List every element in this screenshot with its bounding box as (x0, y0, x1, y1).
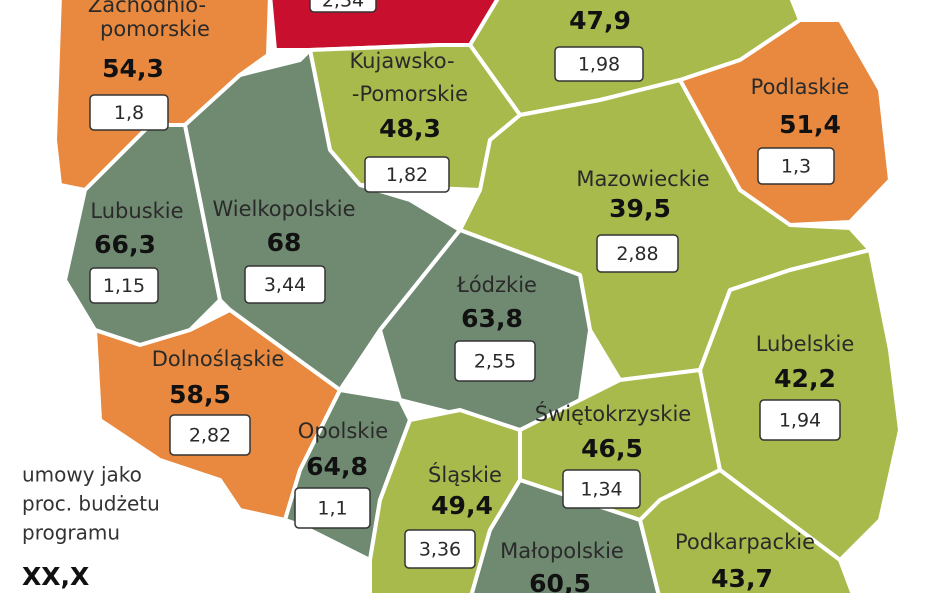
region-value: 42,2 (774, 364, 836, 393)
legend-line: programu (22, 521, 120, 545)
region-name: Lubuskie (90, 199, 183, 223)
region-name: Śląskie (428, 462, 502, 487)
box-value: 1,8 (114, 102, 144, 124)
box-value: 3,36 (419, 539, 461, 561)
box-value: 1,94 (779, 410, 821, 432)
box-value: 2,55 (474, 351, 516, 373)
region-value: 48,3 (379, 114, 441, 143)
region-value: 43,7 (711, 564, 773, 593)
region-name: Małopolskie (500, 539, 624, 563)
region-name: Łódzkie (456, 273, 537, 297)
legend-line: umowy jako (22, 463, 142, 487)
region-name: Lubelskie (756, 332, 855, 356)
value-box (89, 94, 169, 131)
value-box (169, 414, 251, 456)
region-value: 66,3 (94, 230, 156, 259)
box-value: 2,34 (322, 0, 364, 12)
box-value: 3,44 (264, 274, 306, 296)
value-box (309, 0, 377, 13)
region-value: 54,3 (102, 54, 164, 83)
box-value: 2,88 (616, 243, 658, 265)
value-box (562, 469, 641, 509)
region-value: 60,5 (529, 569, 591, 593)
value-box (757, 147, 835, 185)
value-box (554, 46, 644, 82)
region-name: Zachodnio- (88, 0, 206, 17)
box-value: 1,98 (578, 54, 620, 76)
region-name: Wielkopolskie (212, 197, 355, 221)
legend-line: proc. budżetu (22, 492, 160, 516)
region-value: 68 (267, 228, 302, 257)
region-name: Mazowieckie (576, 167, 709, 191)
legend-sample: XX,X (22, 562, 89, 591)
region-name: Podkarpackie (675, 530, 815, 554)
value-box (364, 156, 450, 193)
region-name: Kujawsko- (349, 49, 454, 73)
region-name: -Pomorskie (352, 82, 468, 106)
region-shape (268, 0, 500, 52)
region (469, 478, 661, 593)
region-value: 47,9 (569, 6, 631, 35)
region (268, 0, 500, 52)
value-box (596, 234, 679, 273)
value-box (454, 340, 536, 382)
box-value: 1,34 (580, 479, 622, 501)
value-box (89, 267, 159, 304)
box-value: 1,15 (103, 275, 145, 297)
region-name: Dolnośląskie (152, 347, 285, 371)
region-name: Opolskie (298, 419, 388, 443)
region-value: 58,5 (169, 380, 231, 409)
box-value: 2,82 (189, 425, 231, 447)
value-box (294, 487, 371, 529)
region-name: Podlaskie (751, 75, 850, 99)
region-value: 46,5 (581, 434, 643, 463)
box-value: 1,3 (781, 156, 811, 178)
region-name: Świętokrzyskie (535, 401, 691, 426)
region-value: 51,4 (779, 110, 841, 139)
region-value: 49,4 (431, 491, 493, 520)
region (638, 468, 855, 593)
value-box (404, 529, 476, 569)
value-box (759, 399, 841, 441)
box-value: 1,1 (317, 498, 347, 520)
region-shape (638, 468, 855, 593)
box-value: 1,82 (386, 164, 428, 186)
region-value: 39,5 (609, 194, 671, 223)
region-name: pomorskie (100, 17, 210, 41)
region-value: 64,8 (306, 452, 368, 481)
region-value: 63,8 (461, 304, 523, 333)
value-box (244, 265, 326, 304)
region-shape (469, 478, 661, 593)
